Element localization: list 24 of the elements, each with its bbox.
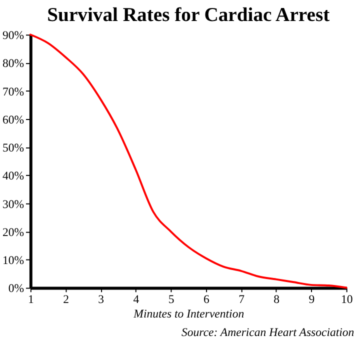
x-tick-label: 1 — [28, 292, 34, 306]
y-tick-label: 0% — [8, 282, 24, 296]
x-tick-label: 5 — [168, 292, 174, 306]
x-tick-label: 8 — [274, 292, 280, 306]
y-tick-label: 30% — [2, 198, 24, 211]
y-tick-label: 20% — [2, 226, 24, 239]
x-axis-title: Minutes to Intervention — [132, 308, 244, 321]
source-note: Source: American Heart Association — [182, 326, 354, 339]
x-tick-label: 6 — [203, 292, 210, 306]
y-tick-label: 40% — [2, 170, 24, 183]
y-tick-label: 70% — [2, 85, 24, 98]
x-tick-label: 9 — [308, 292, 315, 306]
y-tick-label: 10% — [2, 254, 24, 268]
x-tick-label: 4 — [133, 292, 140, 306]
x-tick-label: 3 — [98, 292, 104, 306]
line-series — [29, 34, 348, 289]
x-tick-label: 7 — [238, 292, 245, 306]
x-tick-label: 2 — [63, 292, 70, 306]
y-tick-label: 90% — [2, 29, 24, 42]
y-tick-label: 50% — [2, 142, 24, 155]
y-tick-label: 60% — [2, 113, 24, 126]
chart-title: Survival Rates for Cardiac Arrest — [47, 4, 330, 26]
y-tick-label: 80% — [2, 57, 24, 70]
x-tick-label: 10 — [340, 292, 353, 306]
